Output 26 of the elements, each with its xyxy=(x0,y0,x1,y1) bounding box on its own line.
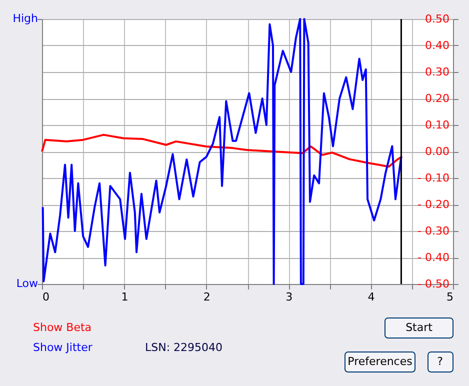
text: LSN: 2295040 xyxy=(145,341,223,354)
y2-tick-label: - 0.50 xyxy=(418,278,450,290)
y2-tick-label: 0.10 xyxy=(425,118,450,132)
y2-tick-label: 0.30 xyxy=(425,66,450,78)
y2-tick-label: - 0.40 xyxy=(418,251,450,264)
x-tick-label: 1 xyxy=(121,290,128,304)
text: Start xyxy=(406,321,434,334)
x-tick-label: 0 xyxy=(42,290,50,304)
y2-tick-label: 0.00 xyxy=(425,145,450,158)
x-tick-label: 2 xyxy=(203,290,210,304)
y2-tick-label: 0.50 xyxy=(425,12,450,26)
text: Show Jitter xyxy=(33,341,93,354)
text: Preferences xyxy=(348,355,413,368)
y2-tick-label: - 0.30 xyxy=(418,224,450,238)
text: Show Beta xyxy=(33,321,92,334)
x-tick-label: 5 xyxy=(446,290,454,304)
y2-tick-label: 0.20 xyxy=(425,92,450,105)
y2-tick-label: - 0.20 xyxy=(418,198,450,211)
text: ? xyxy=(437,355,444,368)
x-tick-label: 4 xyxy=(368,290,375,304)
text: High xyxy=(12,12,38,25)
line-series xyxy=(41,134,404,168)
y2-tick-label: - 0.10 xyxy=(418,172,450,184)
text: Low xyxy=(16,277,38,290)
x-tick-label: 3 xyxy=(286,290,293,304)
y2-tick-label: 0.40 xyxy=(425,39,450,52)
